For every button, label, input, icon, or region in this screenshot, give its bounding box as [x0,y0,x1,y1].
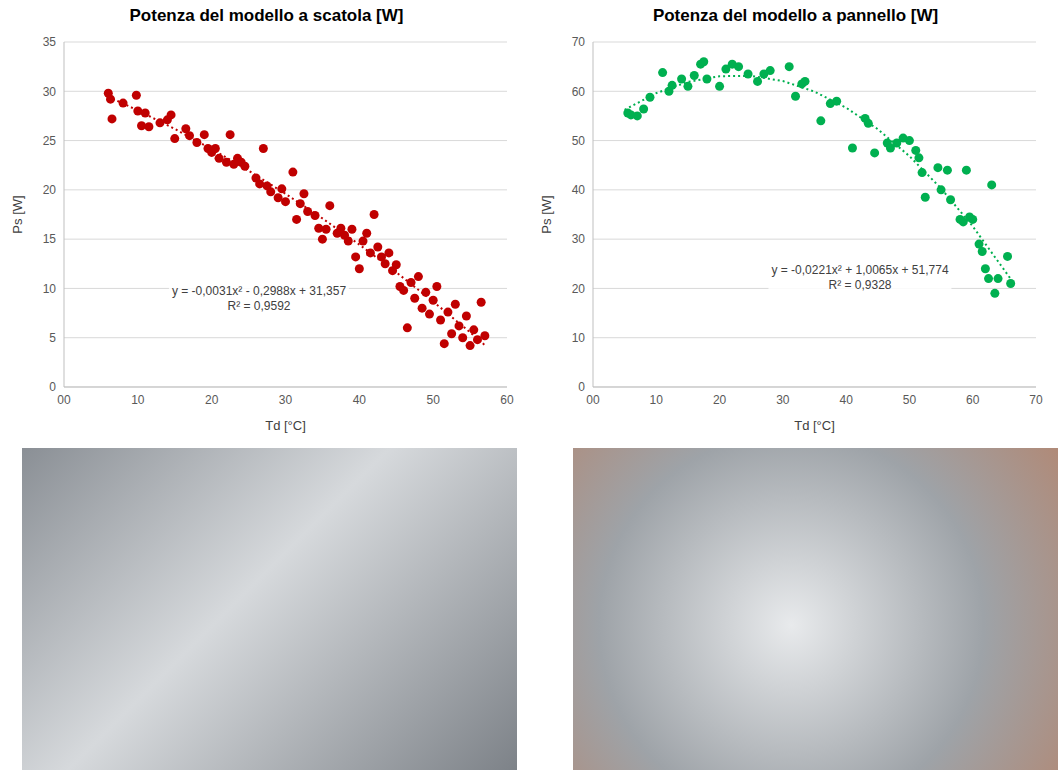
svg-text:10: 10 [131,393,145,407]
svg-text:Ps [W]: Ps [W] [10,195,25,233]
svg-text:00: 00 [57,393,71,407]
html-text:Potenza del modello a pannello: Potenza del modello a pannello [W] [652,6,939,25]
svg-text:20: 20 [205,393,219,407]
svg-text:Td [°C]: Td [°C] [265,418,306,433]
svg-text:Td [°C]: Td [°C] [794,418,835,433]
svg-text:40: 40 [572,183,586,197]
svg-text:60: 60 [572,85,586,99]
svg-text:5: 5 [49,331,56,345]
svg-text:50: 50 [426,393,440,407]
svg-text:50: 50 [572,134,586,148]
svg-text:70: 70 [572,35,586,49]
svg-text:30: 30 [279,393,293,407]
svg-text:20: 20 [713,393,727,407]
html-text:y = -0,0031x² - 0,2988x + 31,3: y = -0,0031x² - 0,2988x + 31,357 [171,284,347,298]
svg-text:30: 30 [572,232,586,246]
svg-text:20: 20 [43,183,57,197]
html-text:R² = 0,9592: R² = 0,9592 [227,299,291,313]
svg-text:40: 40 [839,393,853,407]
svg-text:20: 20 [572,282,586,296]
svg-text:0: 0 [578,380,585,394]
svg-text:00: 00 [586,393,600,407]
svg-text:10: 10 [572,331,586,345]
svg-text:Ps [W]: Ps [W] [539,195,554,233]
svg-text:60: 60 [500,393,514,407]
svg-text:10: 10 [43,282,57,296]
html-text:R² = 0,9328: R² = 0,9328 [828,278,892,292]
svg-text:40: 40 [353,393,367,407]
svg-text:30: 30 [43,85,57,99]
svg-text:10: 10 [650,393,664,407]
svg-text:60: 60 [966,393,980,407]
svg-text:15: 15 [43,232,57,246]
svg-text:30: 30 [776,393,790,407]
svg-text:50: 50 [903,393,917,407]
html-text:Potenza del modello a scatola: Potenza del modello a scatola [W] [129,6,404,25]
svg-text:25: 25 [43,134,57,148]
svg-text:0: 0 [49,380,56,394]
svg-text:35: 35 [43,35,57,49]
svg-text:70: 70 [1029,393,1043,407]
html-text:y = -0,0221x² + 1,0065x + 51,7: y = -0,0221x² + 1,0065x + 51,774 [771,263,949,277]
